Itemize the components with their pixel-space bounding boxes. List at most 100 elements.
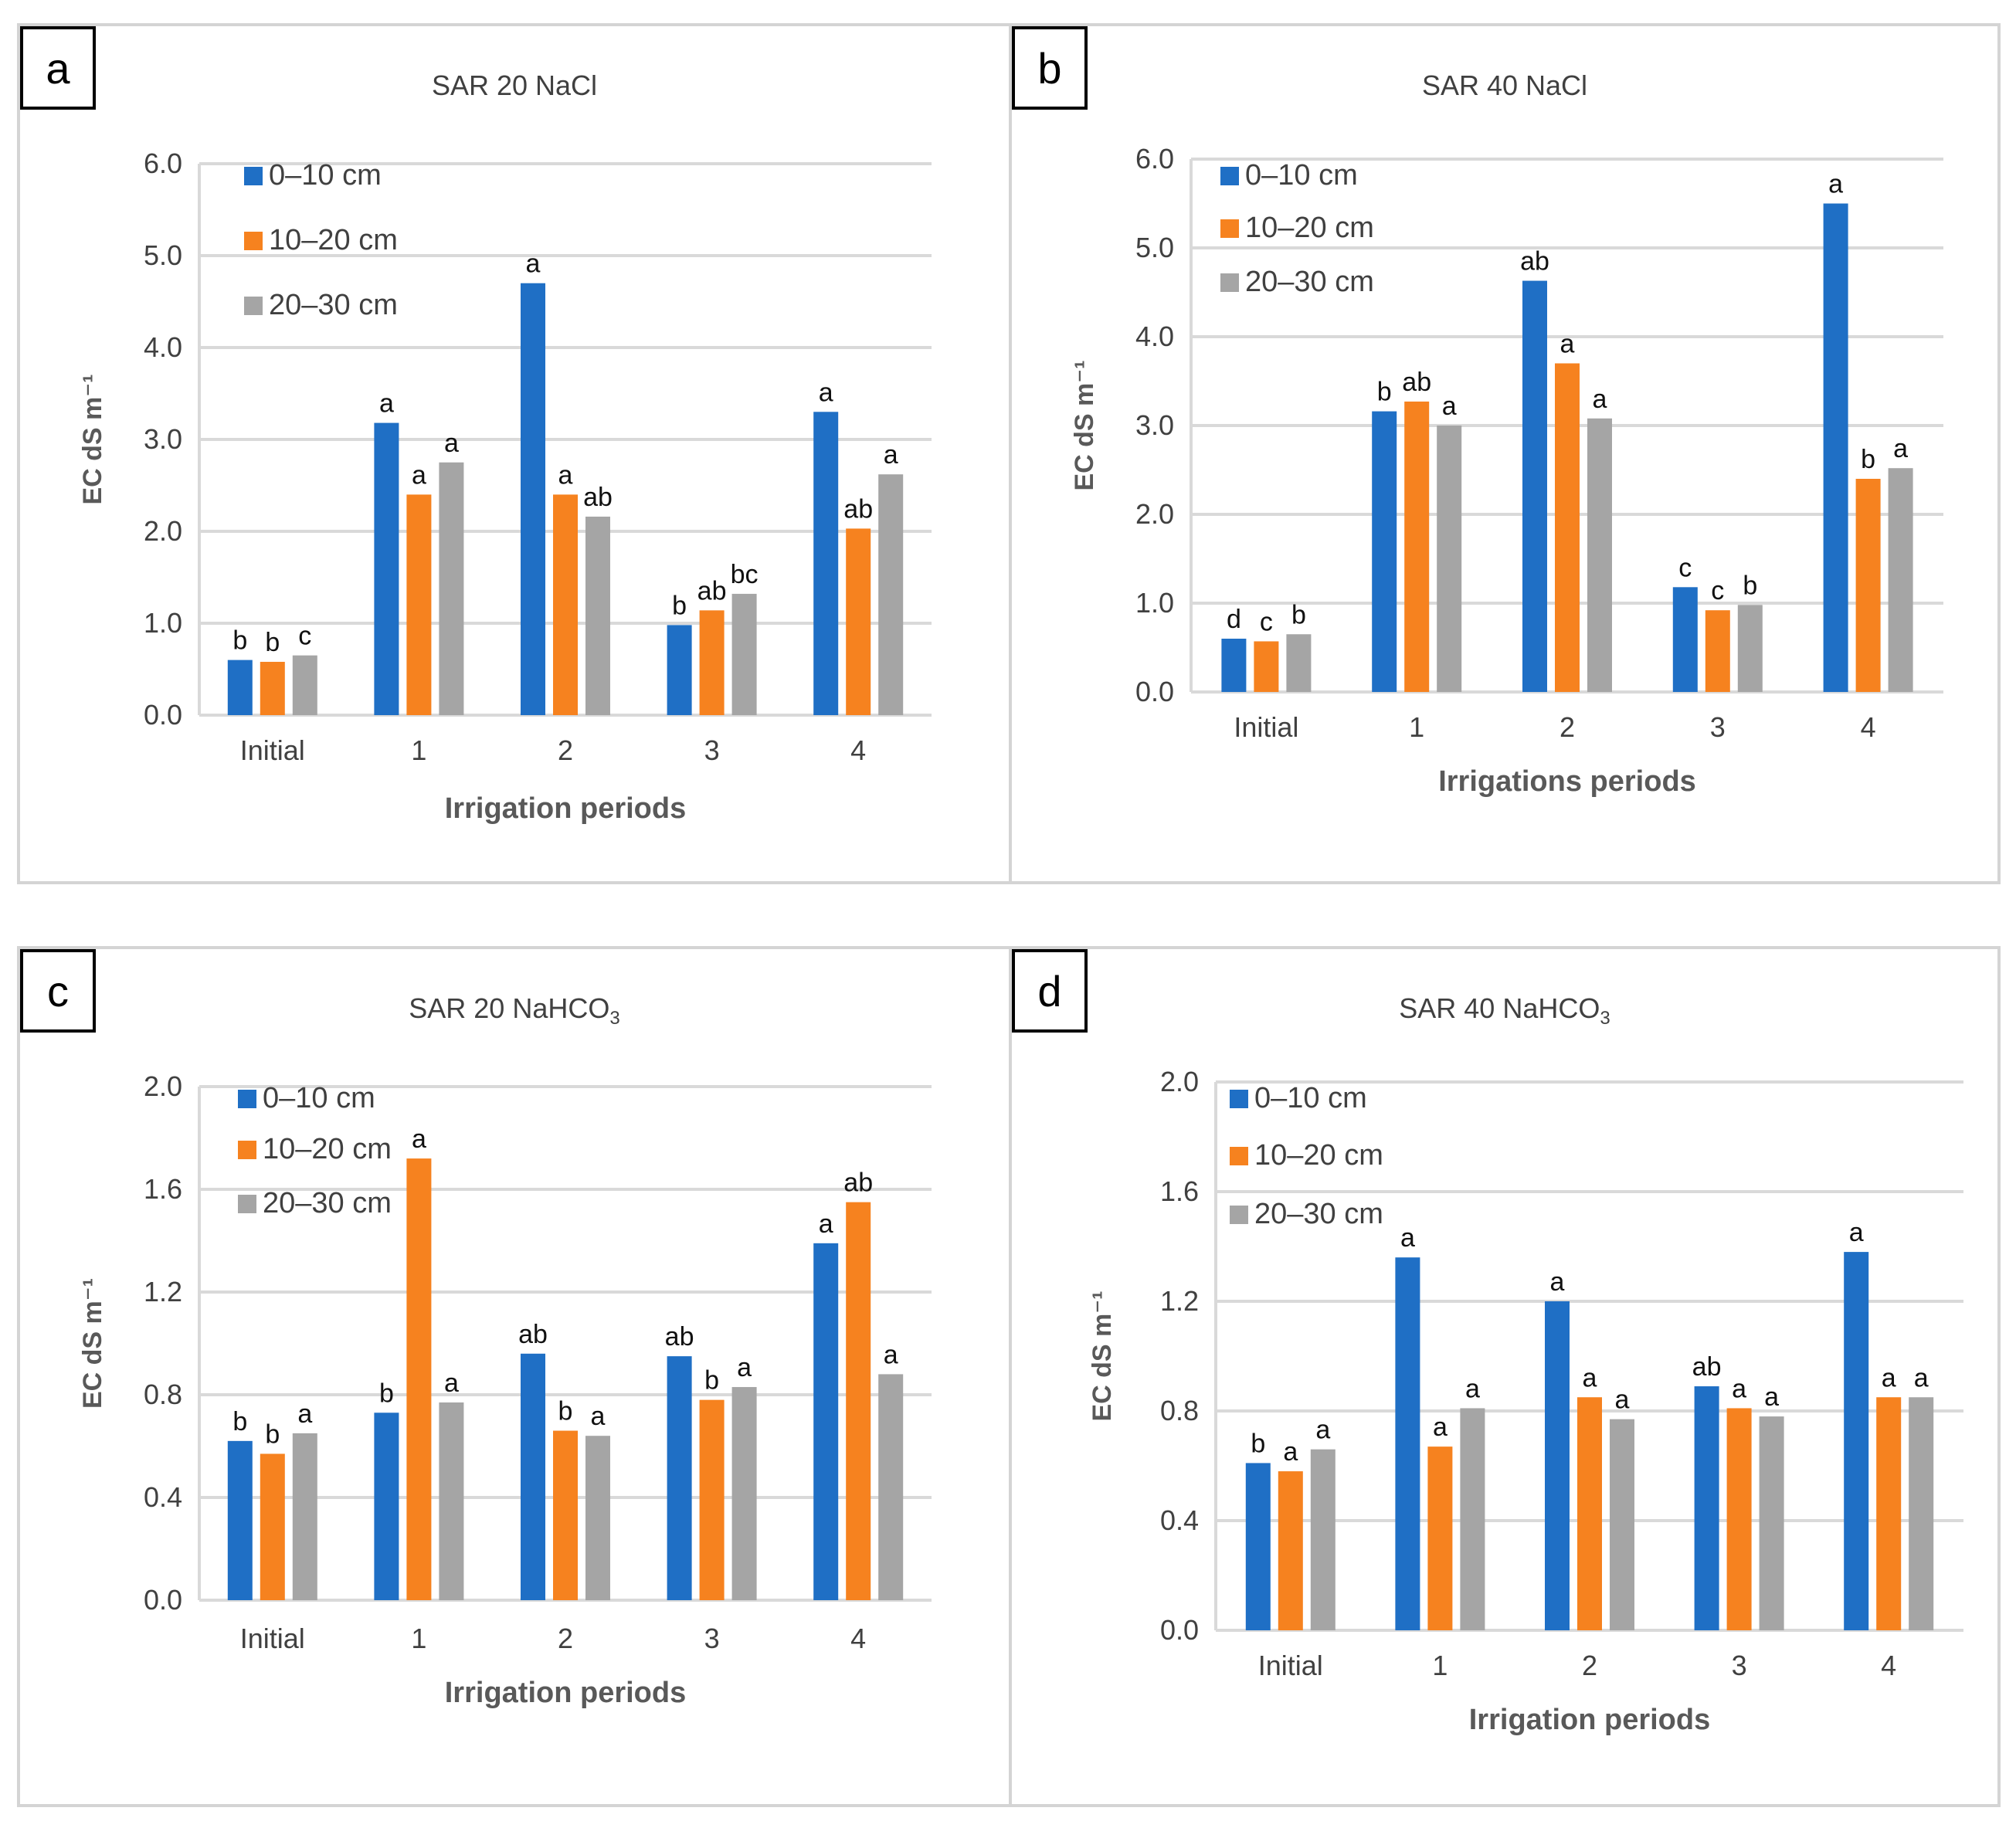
y-tick-label: 2.0 [144, 1070, 182, 1102]
bar-significance-letter: ab [1402, 368, 1431, 397]
legend-label: 20–30 cm [263, 1187, 392, 1219]
legend-swatch [244, 166, 263, 185]
y-axis-title: EC dS m⁻¹ [1088, 1290, 1117, 1421]
bar-significance-letter: a [819, 378, 833, 407]
bar [1555, 363, 1580, 692]
bar [878, 474, 904, 715]
panel-letter: d [1012, 949, 1088, 1033]
bar-significance-letter: b [1861, 445, 1875, 474]
bar-significance-letter: ab [843, 494, 873, 524]
chart-panel-b: b SAR 40 NaCl 0.0 1.0 2.0 3.0 4.0 5.0 6.0 d c b In… [1009, 23, 2001, 884]
y-axis-title: EC dS m⁻¹ [78, 1278, 107, 1409]
legend-item-20-30cm: 20–30 cm [1230, 1198, 1383, 1231]
bar-significance-letter: b [1251, 1429, 1265, 1458]
bar [227, 1440, 253, 1600]
chart-legend: 0–10 cm 10–20 cm 20–30 cm [1220, 159, 1452, 329]
legend-label: 10–20 cm [269, 224, 398, 256]
x-tick-label: 2 [1560, 711, 1575, 743]
bar-significance-letter: b [379, 1379, 394, 1408]
legend-label: 10–20 cm [1245, 212, 1374, 244]
x-tick-label: 1 [1409, 711, 1424, 743]
chart-title-subscript: 3 [609, 1008, 620, 1029]
y-tick-label: 6.0 [144, 148, 182, 179]
x-axis-title: Irrigations periods [1438, 765, 1696, 798]
bar [439, 1402, 464, 1600]
bar [1587, 418, 1612, 692]
chart-legend: 0–10 cm 10–20 cm 20–30 cm [238, 1082, 470, 1252]
bar [406, 494, 432, 715]
legend-swatch [1230, 1205, 1248, 1224]
bar [1245, 1463, 1271, 1630]
y-tick-label: 0.4 [144, 1481, 182, 1513]
bar [406, 1158, 432, 1600]
bar-significance-letter: ab [1692, 1352, 1722, 1382]
bar [1705, 610, 1730, 692]
legend-item-10-20cm: 10–20 cm [1230, 1139, 1383, 1172]
bar [521, 1353, 545, 1600]
bar-significance-letter: ab [583, 483, 613, 512]
bar [1278, 1471, 1303, 1630]
legend-item-10-20cm: 10–20 cm [238, 1133, 392, 1166]
bar-significance-letter: b [704, 1366, 719, 1396]
bar [731, 1387, 757, 1600]
bar [878, 1374, 904, 1600]
chart-panel-c: c SAR 20 NaHCO3 0.0 0.4 0.8 1.2 1.6 2.0 b b a Ini… [17, 946, 1012, 1807]
bar [1427, 1446, 1453, 1630]
y-axis-title: EC dS m⁻¹ [1070, 360, 1099, 490]
bar-significance-letter: a [737, 1353, 752, 1382]
x-tick-label: 3 [1710, 711, 1726, 743]
x-tick-label: 1 [1432, 1650, 1448, 1681]
bar-significance-letter: a [444, 1368, 459, 1398]
bar-significance-letter: c [1260, 607, 1273, 636]
bar [846, 1202, 871, 1600]
bar-significance-letter: a [884, 440, 898, 470]
y-tick-label: 5.0 [144, 239, 182, 271]
bar-significance-letter: a [1400, 1223, 1415, 1253]
bar [439, 462, 464, 715]
bar [227, 660, 253, 715]
bar-significance-letter: a [526, 249, 541, 279]
x-tick-label: 3 [704, 1623, 720, 1654]
chart-legend: 0–10 cm 10–20 cm 20–30 cm [1230, 1082, 1461, 1260]
panel-letter: b [1012, 26, 1088, 110]
legend-swatch [238, 1194, 256, 1213]
y-tick-label: 3.0 [1135, 409, 1174, 441]
legend-swatch [238, 1089, 256, 1108]
bar-significance-letter: a [444, 429, 459, 458]
x-tick-label: Initial [1234, 711, 1298, 743]
y-tick-label: 0.8 [144, 1379, 182, 1410]
chart-title: SAR 20 NaHCO3 [20, 992, 1009, 1029]
bar [846, 528, 871, 715]
bar-significance-letter: a [1828, 170, 1843, 199]
bar [1254, 641, 1279, 692]
x-tick-label: 4 [850, 1623, 866, 1654]
bar [585, 516, 610, 715]
bar [1876, 1397, 1902, 1630]
x-tick-label: 1 [411, 734, 426, 766]
bar-significance-letter: b [232, 1407, 247, 1436]
y-tick-label: 2.0 [1160, 1066, 1199, 1097]
panel-letter: a [20, 26, 96, 110]
legend-item-10-20cm: 10–20 cm [1220, 212, 1374, 245]
bar-significance-letter: c [1678, 553, 1692, 582]
legend-item-0-10cm: 0–10 cm [1230, 1082, 1367, 1115]
bar [1404, 401, 1430, 692]
bar [1726, 1408, 1752, 1630]
y-tick-label: 1.6 [1160, 1175, 1199, 1207]
bar-significance-letter: a [412, 1124, 426, 1154]
bar [1522, 280, 1547, 692]
chart-title-text: SAR 40 NaCl [1421, 70, 1588, 101]
bar [1372, 411, 1397, 692]
panel-letter: c [20, 949, 96, 1033]
bar-significance-letter: a [1732, 1374, 1746, 1403]
bar [1286, 634, 1312, 692]
chart-panel-a: a SAR 20 NaCl 0.0 1.0 2.0 3.0 4.0 5.0 6.0 b b c In… [17, 23, 1012, 884]
y-tick-label: 0.4 [1160, 1504, 1199, 1536]
bar [292, 655, 317, 715]
bar [553, 1430, 578, 1600]
bar-significance-letter: a [591, 1402, 606, 1431]
bar [1545, 1301, 1570, 1630]
bar [1759, 1416, 1784, 1630]
legend-swatch [1230, 1146, 1248, 1165]
